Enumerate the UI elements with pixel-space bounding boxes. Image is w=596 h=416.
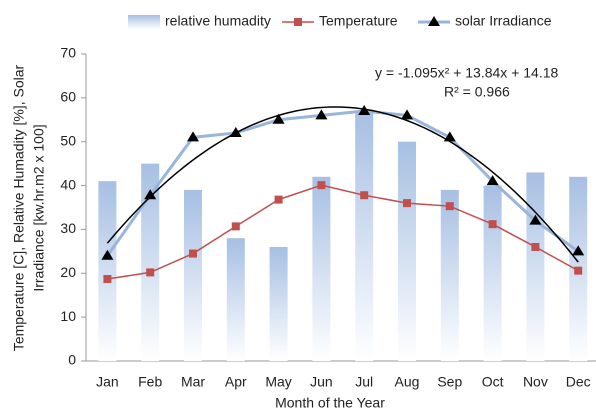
bar: [98, 181, 117, 361]
square-marker: [445, 202, 454, 211]
square-marker: [146, 268, 155, 277]
trend-equation: y = -1.095x² + 13.84x + 14.18: [375, 65, 559, 81]
x-tick-label: Nov: [523, 374, 548, 390]
triangle-marker: [401, 109, 413, 120]
square-marker: [360, 191, 369, 200]
y-tick-label: 40: [60, 176, 76, 192]
bar: [483, 185, 502, 361]
triangle-marker: [144, 189, 157, 200]
y-tick-label: 70: [60, 45, 76, 61]
triangle-marker: [572, 245, 585, 256]
square-marker: [274, 195, 283, 204]
x-tick-label: Sep: [437, 374, 462, 390]
triangle-marker: [529, 214, 542, 225]
legend-label: solar Irradiance: [455, 13, 552, 29]
x-tick-label: Mar: [181, 374, 205, 390]
square-marker: [574, 266, 583, 275]
square-marker: [189, 249, 197, 258]
y-tick-label: 50: [60, 132, 76, 148]
legend-marker: [428, 16, 440, 26]
bar: [355, 111, 374, 361]
triangle-marker: [315, 109, 328, 120]
bar: [269, 246, 288, 361]
square-marker: [231, 222, 240, 231]
square-marker: [317, 181, 326, 190]
y-tick-label: 10: [60, 308, 76, 324]
triangle-marker: [229, 126, 242, 137]
y-tick-label: 30: [60, 220, 76, 236]
legend-label: relative humadity: [165, 13, 271, 29]
triangle-marker: [443, 131, 456, 142]
y-tick-label: 20: [60, 264, 76, 280]
y-axis-title: Irradiance [kw.hr.m2 x 100]: [31, 124, 47, 291]
y-tick-label: 0: [68, 352, 76, 368]
square-marker: [531, 242, 540, 251]
y-tick-label: 60: [60, 89, 76, 105]
x-tick-label: Jun: [310, 374, 333, 390]
square-marker: [403, 199, 411, 208]
x-tick-label: Feb: [138, 374, 162, 390]
x-tick-label: Jan: [96, 374, 119, 390]
legend-label: Temperature: [319, 13, 398, 29]
bar: [398, 141, 416, 361]
legend-swatch: [128, 15, 160, 29]
triangle-marker: [358, 105, 371, 116]
square-marker: [103, 274, 112, 283]
triangle-marker: [272, 113, 285, 124]
square-marker: [488, 220, 497, 229]
line: [106, 109, 580, 257]
x-tick-label: Jul: [355, 374, 373, 390]
triangle-marker: [187, 131, 199, 142]
line: [107, 184, 579, 280]
bar: [312, 176, 331, 361]
legend-marker: [294, 18, 302, 26]
bar: [226, 238, 245, 361]
x-tick-label: Oct: [482, 374, 504, 390]
trend-r-squared: R² = 0.966: [444, 84, 510, 100]
x-tick-label: Aug: [395, 374, 420, 390]
trendline: [106, 106, 579, 263]
x-axis-title: Month of the Year: [275, 395, 385, 411]
bar: [526, 172, 545, 361]
x-tick-label: Dec: [566, 374, 591, 390]
x-tick-label: May: [265, 374, 291, 390]
y-axis-title: Temperature [C], Relative Humadity [%], …: [11, 65, 27, 352]
bar: [440, 189, 459, 361]
x-tick-label: Apr: [225, 374, 247, 390]
bar: [141, 163, 160, 361]
triangle-marker: [101, 249, 114, 260]
triangle-marker: [486, 175, 499, 186]
bar: [184, 189, 202, 361]
